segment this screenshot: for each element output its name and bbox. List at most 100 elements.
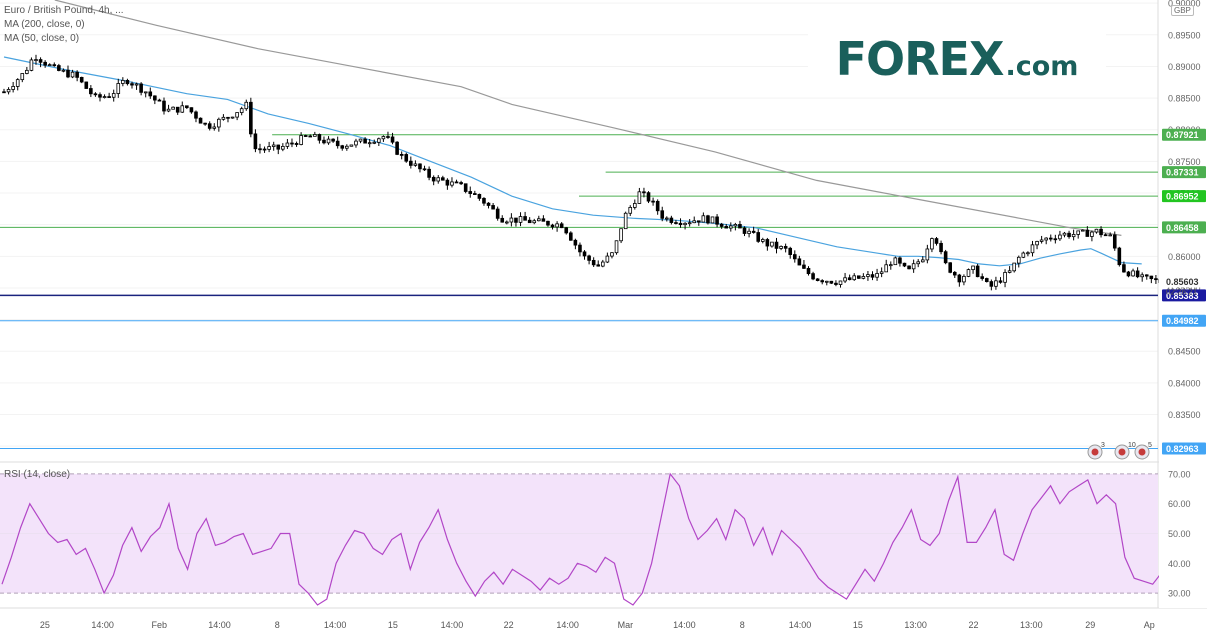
price-level-label: 0.85383	[1166, 291, 1199, 301]
price-levels	[0, 134, 1158, 450]
flag-icon-center	[1138, 448, 1146, 456]
ma50-path	[3, 56, 1142, 267]
candle-body	[11, 86, 15, 90]
candle-body	[1085, 229, 1090, 237]
price-tick-label: 0.87500	[1168, 157, 1201, 167]
candle-body	[856, 275, 861, 279]
rsi-legend: RSI (14, close)	[4, 469, 71, 480]
price-level-box	[1162, 314, 1206, 327]
rsi-tick-label: 30.00	[1168, 589, 1191, 599]
rsi-tick-label: 50.00	[1168, 529, 1191, 539]
countdown-label: 02:26:21	[1166, 287, 1198, 296]
candle-body	[2, 91, 6, 94]
candle-body	[747, 230, 751, 234]
rsi-band	[0, 473, 1158, 594]
candle-body	[294, 143, 299, 145]
candle-body	[751, 230, 756, 233]
candle-body	[313, 134, 317, 137]
candle-body	[79, 76, 84, 83]
candle-body	[258, 148, 262, 151]
candle-body	[450, 181, 454, 186]
candle-body	[121, 79, 125, 84]
price-level-label: 0.86952	[1166, 192, 1199, 202]
time-tick-label: 14:00	[441, 620, 464, 630]
event-count-label: 5	[1148, 442, 1152, 449]
candle-body	[230, 116, 235, 119]
candle-body	[404, 154, 409, 162]
price-level-label: 0.86458	[1166, 223, 1199, 233]
candle-body	[1103, 234, 1108, 237]
candle-body	[436, 177, 441, 182]
candle-body	[1080, 229, 1085, 232]
candle-body	[441, 177, 445, 181]
axis-background	[1159, 0, 1207, 608]
candle-body	[1035, 241, 1039, 246]
candle-body	[1007, 270, 1012, 273]
candle-body	[1135, 270, 1140, 278]
candle-body	[162, 100, 166, 112]
price-tick-label: 0.85500	[1168, 283, 1201, 293]
event-count-label: 3	[1101, 442, 1105, 449]
candle-body	[980, 276, 985, 279]
candle-body	[870, 274, 875, 278]
candle-body	[1154, 278, 1158, 281]
candle-body	[212, 126, 217, 129]
candle-body	[395, 141, 399, 155]
candle-body	[322, 139, 326, 144]
candle-body	[390, 136, 395, 143]
candle-body	[1030, 244, 1035, 254]
candle-body	[834, 282, 838, 285]
candle-body	[1090, 231, 1094, 237]
ma50-line	[3, 56, 1142, 267]
candle-body	[1039, 239, 1044, 242]
time-tick-label: 25	[40, 620, 50, 630]
candle-body	[674, 222, 678, 224]
candle-body	[646, 192, 651, 202]
candle-body	[1117, 247, 1122, 266]
candle-body	[811, 273, 815, 280]
candle-body	[866, 274, 870, 277]
candle-body	[15, 79, 20, 87]
price-level-box	[1162, 128, 1206, 141]
candle-body	[1112, 234, 1117, 249]
candle-body	[509, 217, 514, 223]
candle-body	[1058, 234, 1062, 240]
time-tick-label: 29	[1085, 620, 1095, 630]
candle-body	[1044, 237, 1049, 241]
candle-body	[505, 221, 509, 224]
candle-body	[815, 278, 820, 281]
price-level-label: 0.82963	[1166, 444, 1199, 454]
candle-body	[587, 255, 591, 261]
candle-body	[719, 223, 724, 227]
candle-body	[386, 136, 390, 138]
time-axis: 25 14:00 Feb 14:00 8 14:00 15 14:00 22 14:00 Mar 14…	[40, 620, 1155, 630]
time-tick-label: 8	[740, 620, 745, 630]
candle-body	[975, 265, 980, 278]
candle-body	[326, 138, 331, 144]
candle-body	[582, 251, 587, 257]
candle-body	[715, 216, 719, 225]
candle-body	[349, 144, 354, 147]
candle-body	[879, 271, 884, 274]
candle-body	[148, 91, 153, 97]
candle-body	[84, 81, 89, 89]
candle-body	[994, 280, 998, 287]
candle-body	[770, 241, 774, 247]
candle-body	[573, 239, 578, 246]
candle-body	[550, 224, 555, 228]
candle-body	[984, 278, 989, 282]
candle-body	[281, 146, 285, 150]
candle-body	[367, 142, 372, 145]
candle-body	[1122, 264, 1126, 273]
currency-badge[interactable]: GBP	[1171, 5, 1194, 16]
time-tick-label: 14:00	[208, 620, 231, 630]
candle-body	[239, 108, 244, 113]
candle-body	[683, 222, 687, 226]
candle-body	[175, 106, 180, 113]
ma200-line	[54, 0, 1122, 236]
candle-body	[47, 64, 52, 67]
candle-body	[431, 176, 436, 182]
candle-body	[180, 105, 185, 113]
candle-body	[363, 138, 367, 144]
candle-body	[966, 269, 971, 277]
